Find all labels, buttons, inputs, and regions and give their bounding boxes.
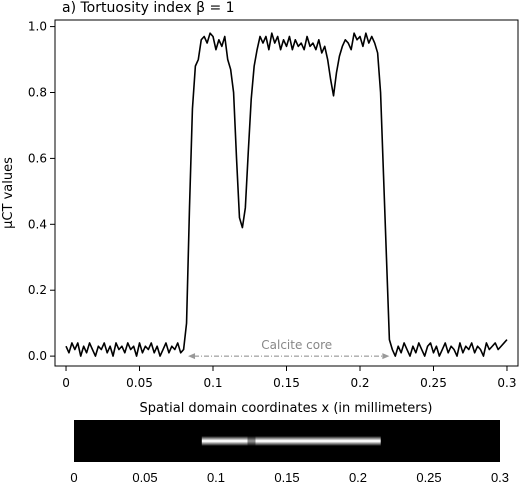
image-strip-dim-spot <box>247 436 256 446</box>
x-tick-label: 0.2 <box>350 376 369 390</box>
strip-tick-label: 0.3 <box>491 470 509 484</box>
image-strip-axis: 0 0.05 0.1 0.15 0.2 0.25 0.3 <box>70 470 509 484</box>
x-tick-label: 0.3 <box>497 376 516 390</box>
plot-area: 0.0 0.2 0.4 0.6 0.8 1.0 0 0.05 0.1 0.15 0.2 0.25 0.… <box>28 19 519 390</box>
y-tick-label: 0.6 <box>28 151 47 165</box>
annotation-arrowhead-right <box>382 353 390 360</box>
y-axis: 0.0 0.2 0.4 0.6 0.8 1.0 <box>28 20 55 363</box>
y-tick-label: 0.8 <box>28 85 47 99</box>
chart-title: a) Tortuosity index β = 1 <box>62 0 235 16</box>
x-tick-label: 0.1 <box>203 376 222 390</box>
strip-tick-label: 0.25 <box>416 470 441 484</box>
image-strip: 0 0.05 0.1 0.15 0.2 0.25 0.3 <box>70 420 509 484</box>
y-tick-label: 0.0 <box>28 349 47 363</box>
calcite-core-annotation: Calcite core <box>188 338 390 360</box>
x-tick-label: 0.05 <box>126 376 153 390</box>
y-tick-label: 1.0 <box>28 20 47 34</box>
strip-tick-label: 0.05 <box>132 470 157 484</box>
x-tick-label: 0.25 <box>420 376 447 390</box>
x-axis-label: Spatial domain coordinates x (in millime… <box>140 401 433 416</box>
series-line <box>65 32 508 357</box>
x-axis: 0 0.05 0.1 0.15 0.2 0.25 0.3 <box>62 366 517 390</box>
strip-tick-label: 0.1 <box>207 470 225 484</box>
annotation-arrowhead-left <box>188 353 196 360</box>
y-axis-label: µCT values <box>1 157 16 229</box>
x-tick-label: 0.15 <box>273 376 300 390</box>
annotation-label: Calcite core <box>261 338 332 352</box>
strip-tick-label: 0 <box>70 470 77 484</box>
strip-tick-label: 0.2 <box>349 470 367 484</box>
plot-frame <box>54 19 519 367</box>
y-tick-label: 0.4 <box>28 217 47 231</box>
image-strip-bright-band <box>201 436 381 446</box>
y-tick-label: 0.2 <box>28 283 47 297</box>
strip-tick-label: 0.15 <box>274 470 299 484</box>
x-tick-label: 0 <box>62 376 70 390</box>
